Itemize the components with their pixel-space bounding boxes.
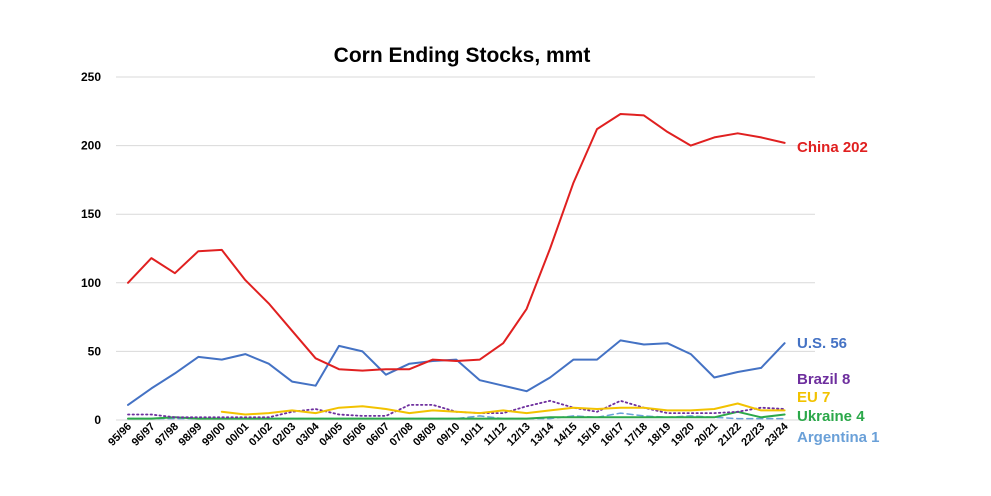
x-tick-label: 09/10 [434, 421, 462, 449]
y-tick-label: 100 [81, 276, 101, 290]
x-tick-label: 01/02 [247, 421, 275, 449]
x-tick-label: 22/23 [739, 421, 767, 449]
x-tick-label: 23/24 [763, 420, 792, 449]
x-tick-label: 07/08 [388, 421, 416, 449]
x-tick-label: 04/05 [317, 421, 345, 449]
x-tick-label: 21/22 [716, 421, 744, 449]
x-axis-ticks: 95/9696/9797/9898/9999/0000/0101/0202/03… [106, 420, 791, 449]
x-tick-label: 12/13 [505, 421, 533, 449]
series-line-ukraine [127, 410, 786, 420]
x-tick-label: 11/12 [482, 421, 510, 449]
series-label-brazil: Brazil 8 [797, 371, 850, 388]
series-label-ukraine: Ukraine 4 [797, 408, 865, 425]
series-line-us [127, 339, 786, 406]
y-tick-label: 250 [81, 70, 101, 84]
x-tick-label: 13/14 [528, 420, 557, 449]
x-tick-label: 18/19 [646, 421, 674, 449]
series-line-brazil [127, 399, 786, 419]
x-tick-label: 19/20 [669, 421, 697, 449]
y-tick-label: 200 [81, 139, 101, 153]
x-tick-label: 15/16 [575, 421, 603, 449]
x-tick-label: 14/15 [552, 421, 580, 449]
x-tick-label: 99/00 [200, 421, 228, 449]
y-axis-ticks: 0 50 100 150 200 250 [81, 70, 101, 427]
y-tick-label: 50 [88, 344, 102, 358]
series-label-eu: EU 7 [797, 389, 830, 406]
series-lines [127, 113, 786, 420]
x-tick-label: 02/03 [270, 421, 298, 449]
series-line-eu [220, 402, 786, 416]
x-tick-label: 97/98 [153, 421, 181, 449]
x-tick-label: 95/96 [106, 421, 134, 449]
series-end-labels: China 202 U.S. 56 Brazil 8EU 7 Ukraine 4 Arg… [797, 139, 880, 446]
x-tick-label: 05/06 [341, 421, 369, 449]
x-tick-label: 96/97 [130, 421, 158, 449]
y-tick-label: 0 [94, 413, 101, 427]
x-tick-label: 17/18 [622, 421, 650, 449]
x-tick-label: 10/11 [458, 421, 486, 449]
x-tick-label: 06/07 [364, 421, 392, 449]
chart-title: Corn Ending Stocks, mmt [334, 44, 591, 67]
series-label-china: China 202 [797, 139, 868, 156]
series-line-china [127, 113, 786, 372]
x-tick-label: 08/09 [411, 421, 439, 449]
x-tick-label: 03/04 [294, 420, 323, 449]
x-tick-label: 20/21 [692, 421, 720, 449]
x-tick-label: 16/17 [599, 421, 627, 449]
x-tick-label: 00/01 [223, 421, 251, 449]
series-label-argentina: Argentina 1 [797, 429, 880, 446]
gridlines [116, 76, 815, 421]
y-tick-label: 150 [81, 207, 101, 221]
x-tick-label: 98/99 [177, 421, 205, 449]
series-label-us: U.S. 56 [797, 335, 847, 352]
